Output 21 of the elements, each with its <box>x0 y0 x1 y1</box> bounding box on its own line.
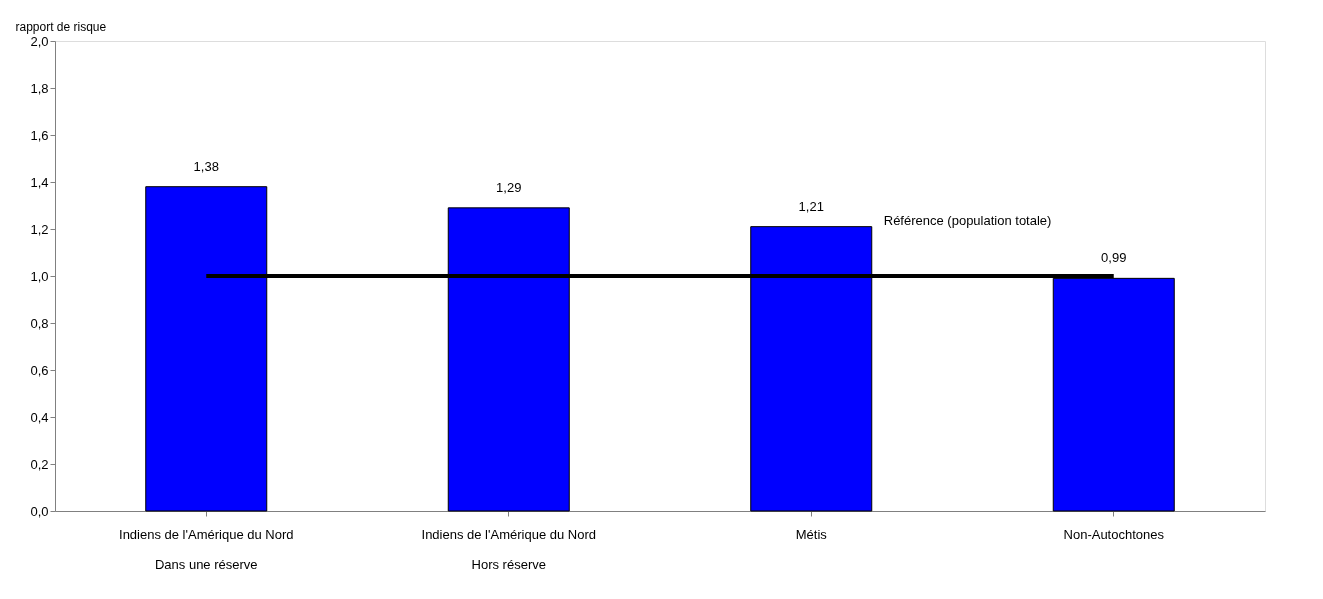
y-tick-label: 0,0 <box>30 503 49 519</box>
x-tick-label: Métis <box>795 526 828 542</box>
x-tick-label: Indiens de l'Amérique du Nord Hors réserve <box>421 526 596 572</box>
y-axis-title: rapport de risque <box>15 19 107 34</box>
y-tick-label: 1,6 <box>30 127 49 143</box>
y-tick-label: 0,4 <box>30 409 49 425</box>
data-label: 1,29 <box>496 179 522 195</box>
y-tick-label: 2,0 <box>30 33 49 49</box>
y-tick-label: 1,8 <box>30 80 49 96</box>
y-tick-label: 1,2 <box>30 221 49 237</box>
y-tick-label: 0,8 <box>30 315 49 331</box>
x-tick-label: Indiens de l'Amérique du Nord Dans une réserve <box>119 526 294 572</box>
y-tick-label: 1,4 <box>30 174 49 190</box>
data-label: 1,21 <box>798 198 824 214</box>
y-tick-label: 1,0 <box>30 268 49 284</box>
y-tick-label: 0,6 <box>30 362 49 378</box>
x-tick-label: Non-Autochtones <box>1063 526 1165 542</box>
y-tick-label: 0,2 <box>30 456 49 472</box>
data-label: 0,99 <box>1101 250 1127 266</box>
ref-line-label: Référence (population totale) <box>883 213 1052 228</box>
data-label: 1,38 <box>193 158 219 174</box>
